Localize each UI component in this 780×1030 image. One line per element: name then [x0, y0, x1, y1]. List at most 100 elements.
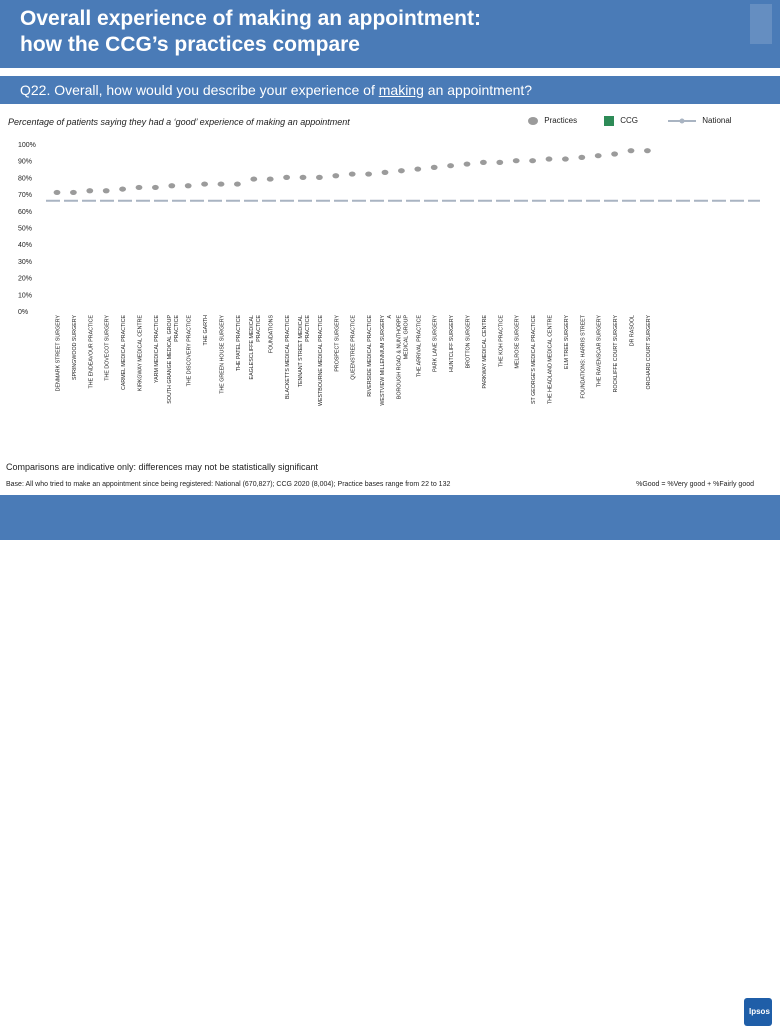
x-category-text: THE RAVENSCAR SURGERY — [597, 315, 603, 388]
question-prefix: Q22. Overall, how would you describe you… — [20, 82, 379, 98]
y-tick-label: 0% — [18, 309, 28, 316]
page-number: 37 — [384, 1009, 393, 1018]
question-text: Q22. Overall, how would you describe you… — [20, 82, 532, 98]
practice-point — [496, 159, 504, 165]
x-category-label: HUNTCLIFF SURGERY — [449, 315, 455, 372]
x-category-text: THE PATEL PRACTICE — [236, 315, 242, 372]
comparison-note: Comparisons are indicative only: differe… — [6, 462, 318, 472]
x-category-label: PROSPECT SURGERY — [334, 315, 340, 372]
question-suffix: an appointment? — [423, 82, 533, 98]
y-tick-label: 10% — [18, 292, 32, 299]
x-category-label: DENMARK STREET SURGERY — [56, 315, 62, 392]
x-category-text: PARKWAY MEDICAL CENTRE — [482, 315, 488, 389]
x-category-label: YARM MEDICAL PRACTICE — [154, 315, 160, 383]
x-category-label: THE HEADLAND MEDICAL CENTRE — [548, 315, 554, 404]
x-category-text: ELM TREE SURGERY — [564, 315, 570, 369]
practice-point — [594, 153, 602, 159]
x-category-label: BOROUGH ROAD & NUNTHORPE MEDICAL GROUP — [396, 315, 409, 400]
nhs-logo-icon — [750, 4, 772, 44]
practice-point — [398, 168, 405, 174]
footer-sub: Social Research Institute — [18, 1010, 96, 1017]
x-category-label: MELROSE SURGERY — [515, 315, 521, 369]
x-category-text: EAGLESCLIFFE MEDICAL — [249, 315, 255, 380]
x-category-text: MEDICAL GROUP — [403, 315, 409, 360]
x-category-text: THE DOVECOT SURGERY — [105, 315, 111, 381]
practice-point — [135, 184, 143, 191]
x-category-text: THE GARTH — [203, 315, 209, 346]
x-category-label: THE DISCOVERY PRACTICE — [187, 315, 193, 387]
x-category-text: SPRINGWOOD SURGERY — [72, 315, 78, 380]
x-category-text: SOUTH GRANGE MEDICAL GROUP — [167, 315, 173, 404]
x-category-text: THE ARRIVAL PRACTICE — [416, 315, 422, 378]
x-category-text: FOUNDATIONS: HARRIS STREET — [580, 314, 586, 398]
x-category-label: SPRINGWOOD SURGERY — [72, 315, 78, 380]
ipsos-logo-text: Ipsos — [749, 1007, 770, 1016]
x-category-label: PARK LANE SURGERY — [433, 315, 439, 372]
x-category-text: QUEENSTREE PRACTICE — [351, 315, 357, 380]
x-category-text: THE ENDEAVOUR PRACTICE — [88, 315, 94, 389]
legend-national: National — [668, 116, 732, 126]
x-category-label: BROTTON SURGERY — [466, 315, 472, 369]
x-category-label: ST GEORGE'S MEDICAL PRACTICE — [531, 315, 537, 404]
practice-point — [512, 158, 520, 164]
practice-point — [644, 148, 651, 154]
practice-point — [414, 166, 422, 172]
x-category-text: RIVERSIDE MEDICAL PRACTICE — [367, 315, 373, 397]
practice-point — [545, 156, 553, 162]
x-category-label: THE PATEL PRACTICE — [236, 315, 242, 372]
x-category-label: TENNANT STREET MEDICAL PRACTICE — [298, 315, 311, 388]
practice-point — [430, 164, 438, 170]
practice-point — [70, 189, 77, 196]
x-category-text: FOUNDATIONS — [269, 315, 275, 354]
x-category-text: BLACKETTS MEDICAL PRACTICE — [285, 315, 291, 399]
x-category-text: THE GREEN HOUSE SURGERY — [220, 315, 226, 394]
x-category-text: MELROSE SURGERY — [515, 315, 521, 369]
x-category-text: WESTVIEW MILLENNIUM SURGERY — [380, 315, 386, 406]
practice-point — [184, 183, 192, 189]
y-tick-label: 80% — [18, 175, 32, 182]
practice-point — [529, 158, 536, 164]
x-category-text: DR RASOOL — [630, 315, 636, 346]
practice-point — [102, 188, 110, 194]
practice-point — [283, 174, 290, 180]
x-category-label: SOUTH GRANGE MEDICAL GROUP PRACTICE — [167, 315, 180, 404]
ccg-marker-icon — [604, 116, 614, 126]
chart-area: 0% 10% 20% 30% 40% 50% 60% 70% 80% 90% 100% DENMAR… — [18, 142, 760, 407]
practice-point — [201, 181, 209, 187]
good-definition-note: %Good = %Very good + %Fairly good — [636, 481, 754, 488]
x-category-text: ROCKLIFFE COURT SURGERY — [613, 315, 619, 393]
footer-brand: Ipsos MORI — [18, 996, 79, 1008]
y-tick-label: 70% — [18, 192, 32, 199]
practice-point — [250, 176, 258, 182]
x-category-text: PRACTICE — [256, 315, 262, 342]
x-category-label: THE DOVECOT SURGERY — [105, 315, 111, 381]
x-category-text: ST GEORGE'S MEDICAL PRACTICE — [531, 315, 537, 404]
practice-point — [365, 171, 372, 177]
practice-point — [152, 184, 159, 191]
x-category-label: BLACKETTS MEDICAL PRACTICE — [285, 315, 291, 399]
header-bar: Overall experience of making an appointm… — [0, 0, 780, 68]
chart-subtitle: Percentage of patients saying they had a… — [8, 117, 350, 127]
practice-point — [86, 188, 94, 194]
x-category-label: ELM TREE SURGERY — [564, 315, 570, 369]
x-category-label: DR RASOOL — [630, 315, 636, 346]
x-category-label: WESTBOURNE MEDICAL PRACTICE — [318, 315, 324, 407]
practice-point — [627, 148, 635, 154]
page-title: Overall experience of making an appointm… — [20, 7, 481, 56]
x-category-text: PARK LANE SURGERY — [433, 315, 439, 372]
x-category-text: PRACTICE — [174, 315, 180, 342]
x-category-text: WESTBOURNE MEDICAL PRACTICE — [318, 315, 324, 407]
question-bar: Q22. Overall, how would you describe you… — [0, 76, 780, 104]
practices-marker-icon — [528, 117, 538, 125]
legend-national-label: National — [702, 116, 732, 126]
legend-ccg: CCG — [604, 116, 638, 126]
x-category-text: YARM MEDICAL PRACTICE — [154, 315, 160, 383]
x-category-text: HUNTCLIFF SURGERY — [449, 315, 455, 372]
legend-ccg-label: CCG — [620, 116, 639, 126]
footer-bar: Ipsos MORI Social Research Institute © I… — [0, 495, 780, 1030]
practice-point — [266, 176, 274, 182]
x-category-text: TENNANT STREET MEDICAL — [298, 315, 304, 387]
footer-small-print: © Ipsos MORI 19-07609-01 | Version 1 | P… — [6, 1024, 131, 1030]
question-underlined: making — [378, 82, 424, 98]
x-category-label: THE KOH PRACTICE — [498, 315, 504, 367]
